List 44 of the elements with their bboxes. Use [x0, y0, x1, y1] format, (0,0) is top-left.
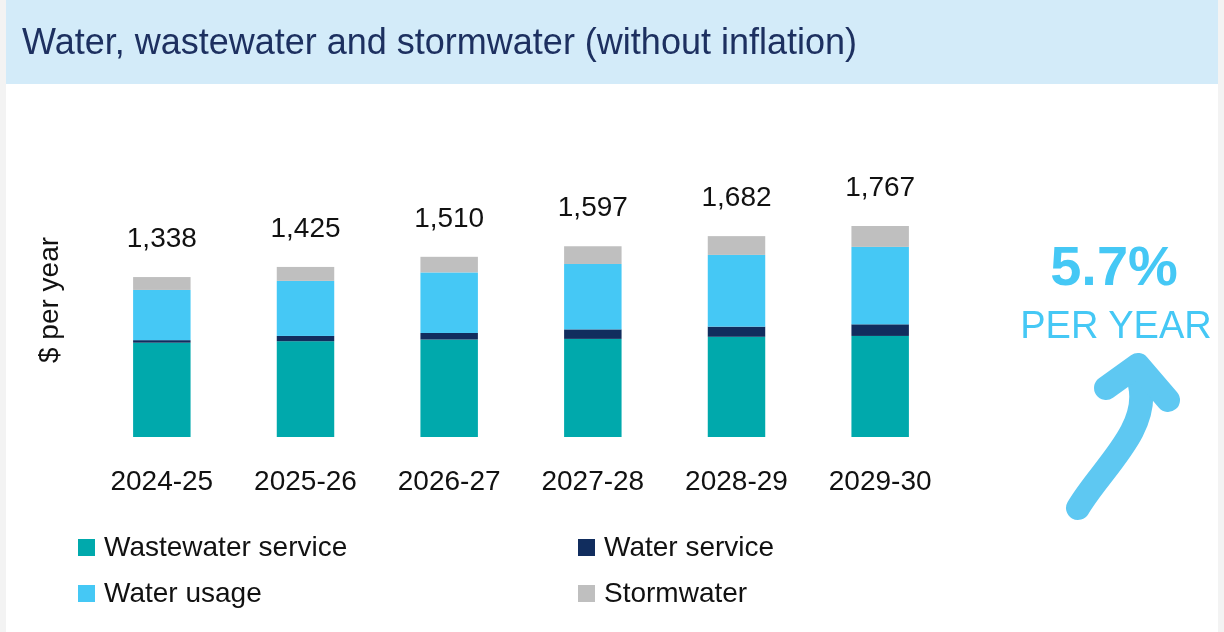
annotation: 1,425	[270, 211, 341, 243]
bar	[276, 335, 335, 342]
legend-label: Wastewater service	[104, 531, 348, 562]
bar	[133, 289, 191, 341]
text: 1,767	[845, 171, 916, 202]
bar	[276, 280, 335, 336]
x-tick-label: 2024-25	[110, 465, 214, 496]
bar	[707, 336, 766, 437]
legend-label: Water service	[604, 531, 775, 562]
bar	[276, 266, 335, 281]
legend-label: Water usage	[104, 577, 262, 608]
bar	[851, 335, 909, 437]
bar	[851, 226, 909, 247]
y-axis-title: $ per year	[33, 236, 64, 364]
bar	[564, 338, 622, 437]
bar	[133, 340, 191, 343]
x-tick-label: 2026-27	[397, 465, 501, 496]
bar	[707, 236, 766, 255]
x-tick-label: 2027-28	[541, 465, 645, 496]
bar	[420, 339, 478, 437]
bar	[420, 272, 478, 333]
x-tick-label: 2028-29	[685, 465, 788, 496]
bar	[707, 254, 766, 327]
bar	[564, 329, 622, 339]
bar	[707, 326, 766, 337]
annotation: 1,510	[414, 201, 485, 233]
legend-label: Stormwater	[604, 577, 748, 608]
text: 5.7%	[1050, 234, 1178, 297]
x-tick-label: 2029-30	[828, 465, 932, 496]
bar	[133, 342, 191, 437]
bar	[564, 263, 622, 330]
bar	[851, 246, 909, 325]
chart-title: Water, wastewater and stormwater (without inflation)	[22, 21, 857, 62]
bar	[276, 341, 335, 437]
text: PER YEAR	[1020, 304, 1212, 346]
bar	[133, 277, 191, 290]
annotation: 1,338	[126, 222, 197, 254]
bar	[420, 332, 478, 340]
bar	[564, 246, 622, 264]
text: 1,597	[557, 191, 628, 223]
x-tick-label: 2025-26	[254, 465, 357, 496]
bar	[851, 324, 909, 336]
text: 1,682	[701, 181, 772, 213]
bar	[420, 256, 478, 273]
